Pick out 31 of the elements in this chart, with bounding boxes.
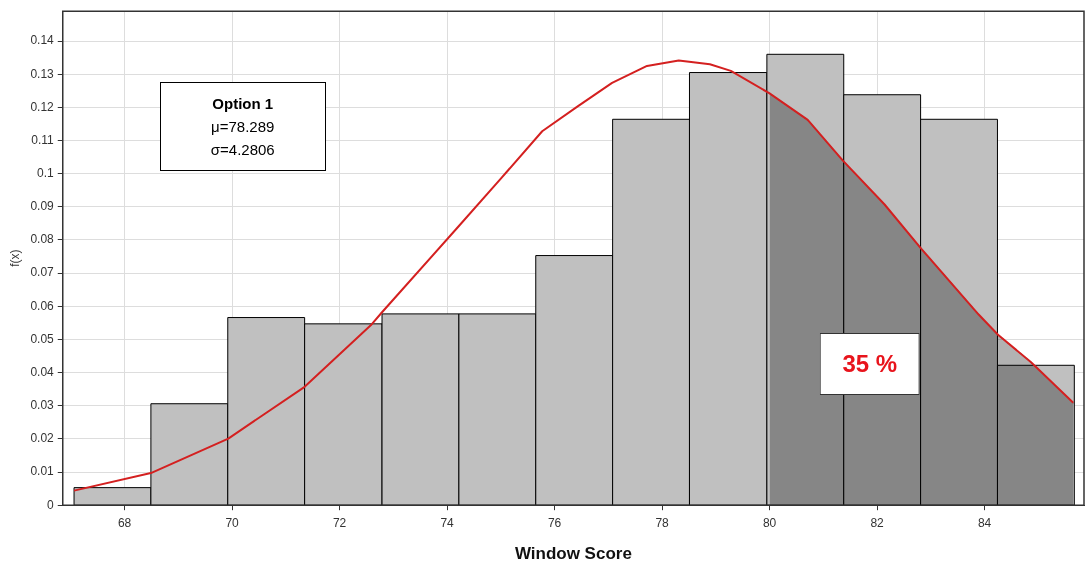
y-tick-label: 0.14	[30, 33, 55, 48]
y-tick-label: 0.09	[30, 199, 55, 214]
x-tick-label: 78	[655, 515, 670, 530]
y-tick-label: 0.13	[30, 66, 55, 81]
x-tick-label: 68	[117, 515, 132, 530]
text-box: Option 1 μ=78.289 σ=4.2806	[159, 82, 326, 172]
y-tick-label: 0.03	[30, 398, 55, 413]
y-tick-label: 0.02	[30, 431, 55, 446]
y-tick-label: 0.05	[30, 331, 55, 346]
x-tick-label: 70	[225, 515, 240, 530]
y-tick-label: 0.11	[31, 132, 55, 147]
x-tick-label: 82	[870, 515, 885, 530]
y-tick-label: 0.07	[30, 265, 55, 280]
y-tick-label: 0.12	[30, 99, 55, 114]
y-tick-label: 0.01	[30, 464, 55, 479]
y-axis-title: f(x)	[7, 249, 22, 267]
x-tick-label: 84	[977, 515, 992, 530]
label-box: 35 %	[819, 333, 921, 396]
y-tick-label: 0	[47, 497, 55, 512]
x-tick-label: 72	[332, 515, 347, 530]
annotation: μ=78.289	[210, 117, 276, 138]
annotation: Option 1	[211, 94, 275, 115]
x-tick-label: 74	[440, 515, 455, 530]
x-axis-title: Window Score	[514, 544, 632, 564]
y-tick-label: 0.08	[30, 232, 55, 247]
x-tick-label: 80	[762, 515, 777, 530]
y-tick-label: 0.04	[30, 364, 55, 379]
annotation: σ=4.2806	[209, 140, 276, 161]
x-tick-label: 76	[547, 515, 562, 530]
y-tick-label: 0.06	[30, 298, 55, 313]
y-tick-label: 0.1	[37, 165, 55, 180]
